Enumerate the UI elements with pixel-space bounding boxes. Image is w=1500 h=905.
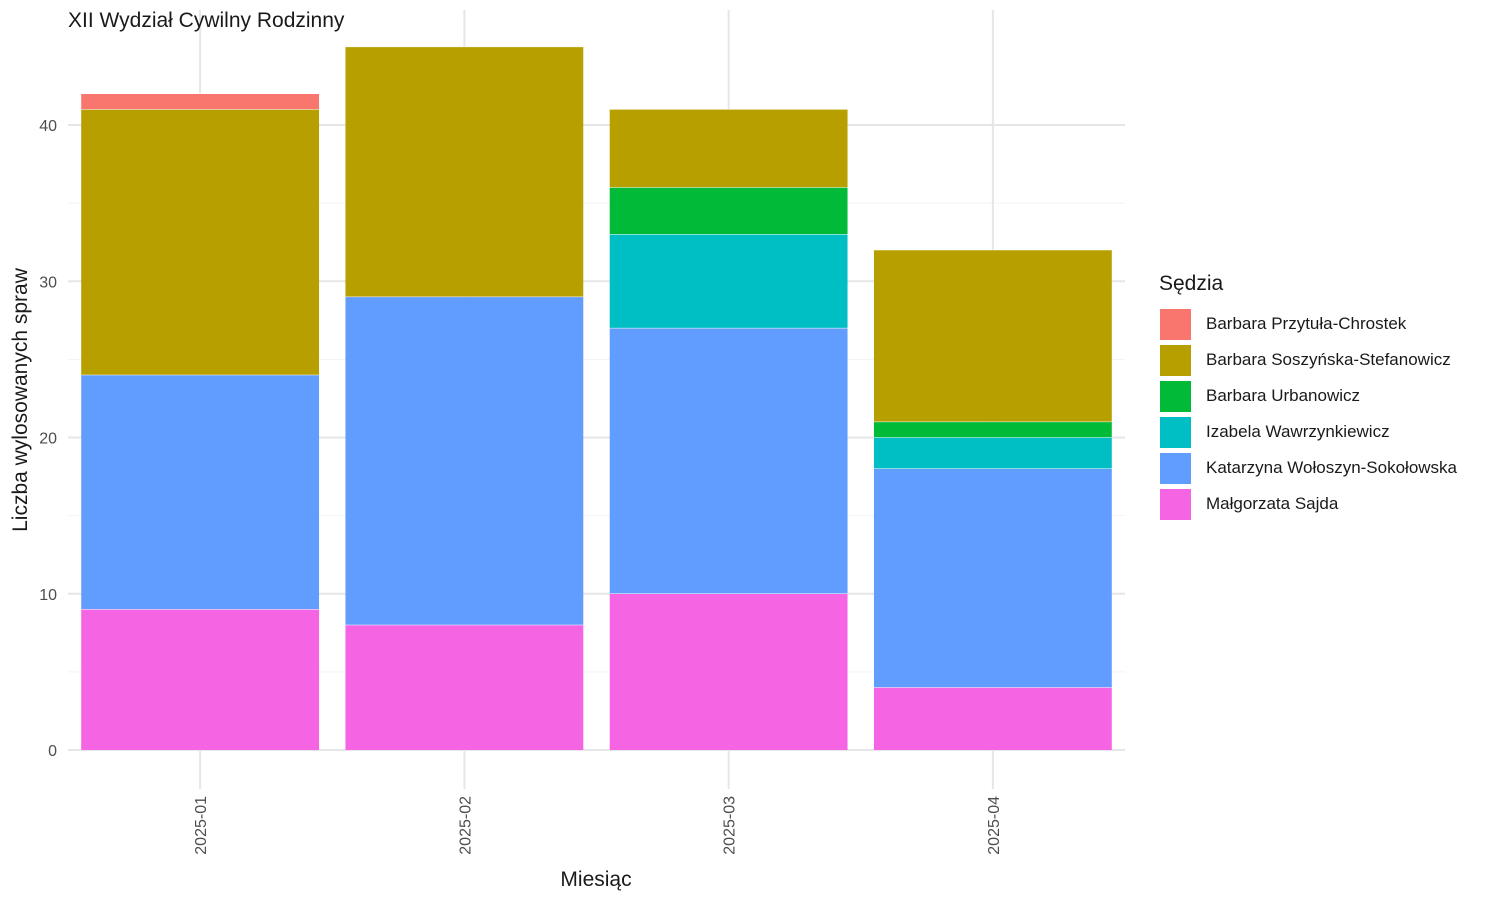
legend-label: Małgorzata Sajda (1206, 494, 1339, 513)
y-tick-label: 10 (39, 587, 57, 604)
x-tick-label: 2025-03 (722, 796, 739, 855)
bar-segment (873, 421, 1112, 438)
legend-label: Barbara Soszyńska-Stefanowicz (1206, 350, 1451, 369)
x-axis-ticks: 2025-01 2025-02 2025-03 2025-04 (193, 796, 1003, 855)
legend-item: Barbara Urbanowicz (1159, 378, 1457, 414)
bar-segment (873, 687, 1112, 750)
legend-key (1159, 379, 1192, 413)
legend: Sędzia Barbara Przytuła-Chrostek Barbara … (1159, 272, 1457, 522)
bars (81, 46, 1112, 750)
legend-items: Barbara Przytuła-Chrostek Barbara Soszyńs… (1159, 306, 1457, 522)
legend-key (1159, 487, 1192, 521)
bar-segment (609, 187, 848, 235)
bar-segment (873, 250, 1112, 422)
legend-label: Barbara Przytuła-Chrostek (1206, 314, 1407, 333)
legend-key (1159, 343, 1192, 377)
x-tick-label: 2025-04 (986, 796, 1003, 855)
bar-segment (609, 109, 848, 188)
legend-label: Katarzyna Wołoszyn-Sokołowska (1206, 458, 1458, 477)
legend-item: Małgorzata Sajda (1159, 486, 1457, 522)
bar-segment (345, 625, 584, 750)
legend-label: Barbara Urbanowicz (1206, 386, 1361, 405)
legend-item: Barbara Przytuła-Chrostek (1159, 306, 1457, 342)
y-tick-label: 0 (48, 743, 57, 760)
bar-segment (873, 437, 1112, 469)
bar-segment (81, 609, 320, 750)
y-axis-label: Liczba wylosowanych spraw (9, 267, 32, 532)
bar-segment (345, 46, 584, 297)
bar-segment (609, 328, 848, 594)
legend-label: Izabela Wawrzynkiewicz (1206, 422, 1390, 441)
bar-segment (345, 296, 584, 625)
x-tick-label: 2025-02 (457, 796, 474, 855)
bar-segment (81, 93, 320, 110)
legend-item: Katarzyna Wołoszyn-Sokołowska (1159, 450, 1457, 486)
y-axis-ticks: 0 10 20 30 40 (39, 118, 57, 760)
bar-segment (81, 109, 320, 375)
bar-segment (609, 593, 848, 750)
x-tick-label: 2025-01 (193, 796, 210, 855)
x-axis-label: Miesiąc (560, 868, 631, 891)
y-tick-label: 20 (39, 431, 57, 448)
chart-title: XII Wydział Cywilny Rodzinny (68, 9, 345, 32)
y-tick-label: 40 (39, 118, 57, 135)
legend-item: Barbara Soszyńska-Stefanowicz (1159, 342, 1457, 378)
legend-key (1159, 451, 1192, 485)
legend-key (1159, 307, 1192, 341)
legend-title: Sędzia (1159, 272, 1224, 295)
legend-item: Izabela Wawrzynkiewicz (1159, 414, 1457, 450)
legend-key (1159, 415, 1192, 449)
bar-segment (609, 234, 848, 329)
bar-segment (873, 468, 1112, 688)
bar-segment (81, 375, 320, 610)
y-tick-label: 30 (39, 274, 57, 291)
